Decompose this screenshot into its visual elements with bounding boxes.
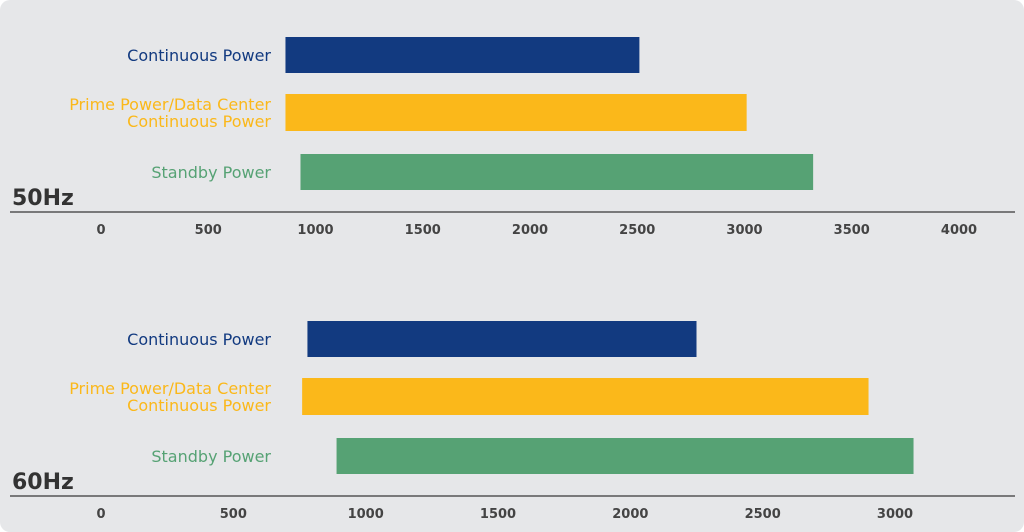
x-tick-label: 1500: [480, 507, 516, 522]
category-label: Standby Power: [151, 162, 271, 182]
category-label: Continuous Power: [127, 329, 271, 349]
bar: [302, 378, 869, 415]
category-label: Continuous Power: [127, 45, 271, 65]
x-tick-label: 3000: [877, 507, 913, 522]
chart-title: 50Hz: [12, 186, 74, 211]
x-tick-label: 2000: [612, 507, 648, 522]
category-label: Prime Power/Data Center Continuous Power: [69, 94, 271, 131]
x-tick-label: 3500: [834, 223, 870, 238]
x-tick-label: 4000: [941, 223, 977, 238]
x-tick-label: 0: [96, 223, 105, 238]
x-tick-label: 0: [96, 507, 105, 522]
bar: [336, 438, 914, 474]
bar: [307, 321, 697, 357]
x-tick-label: 2000: [512, 223, 548, 238]
x-tick-label: 2500: [619, 223, 655, 238]
bar: [285, 94, 747, 131]
x-tick-label: 500: [220, 507, 247, 522]
x-tick-label: 2500: [745, 507, 781, 522]
x-tick-label: 1500: [405, 223, 441, 238]
x-tick-label: 500: [195, 223, 222, 238]
x-tick-label: 1000: [348, 507, 384, 522]
x-tick-label: 1000: [297, 223, 333, 238]
bar: [285, 37, 640, 73]
bar: [300, 154, 814, 190]
x-tick-label: 3000: [726, 223, 762, 238]
category-label: Prime Power/Data Center Continuous Power: [69, 378, 271, 415]
chart-title: 60Hz: [12, 470, 74, 495]
category-label: Standby Power: [151, 446, 271, 466]
